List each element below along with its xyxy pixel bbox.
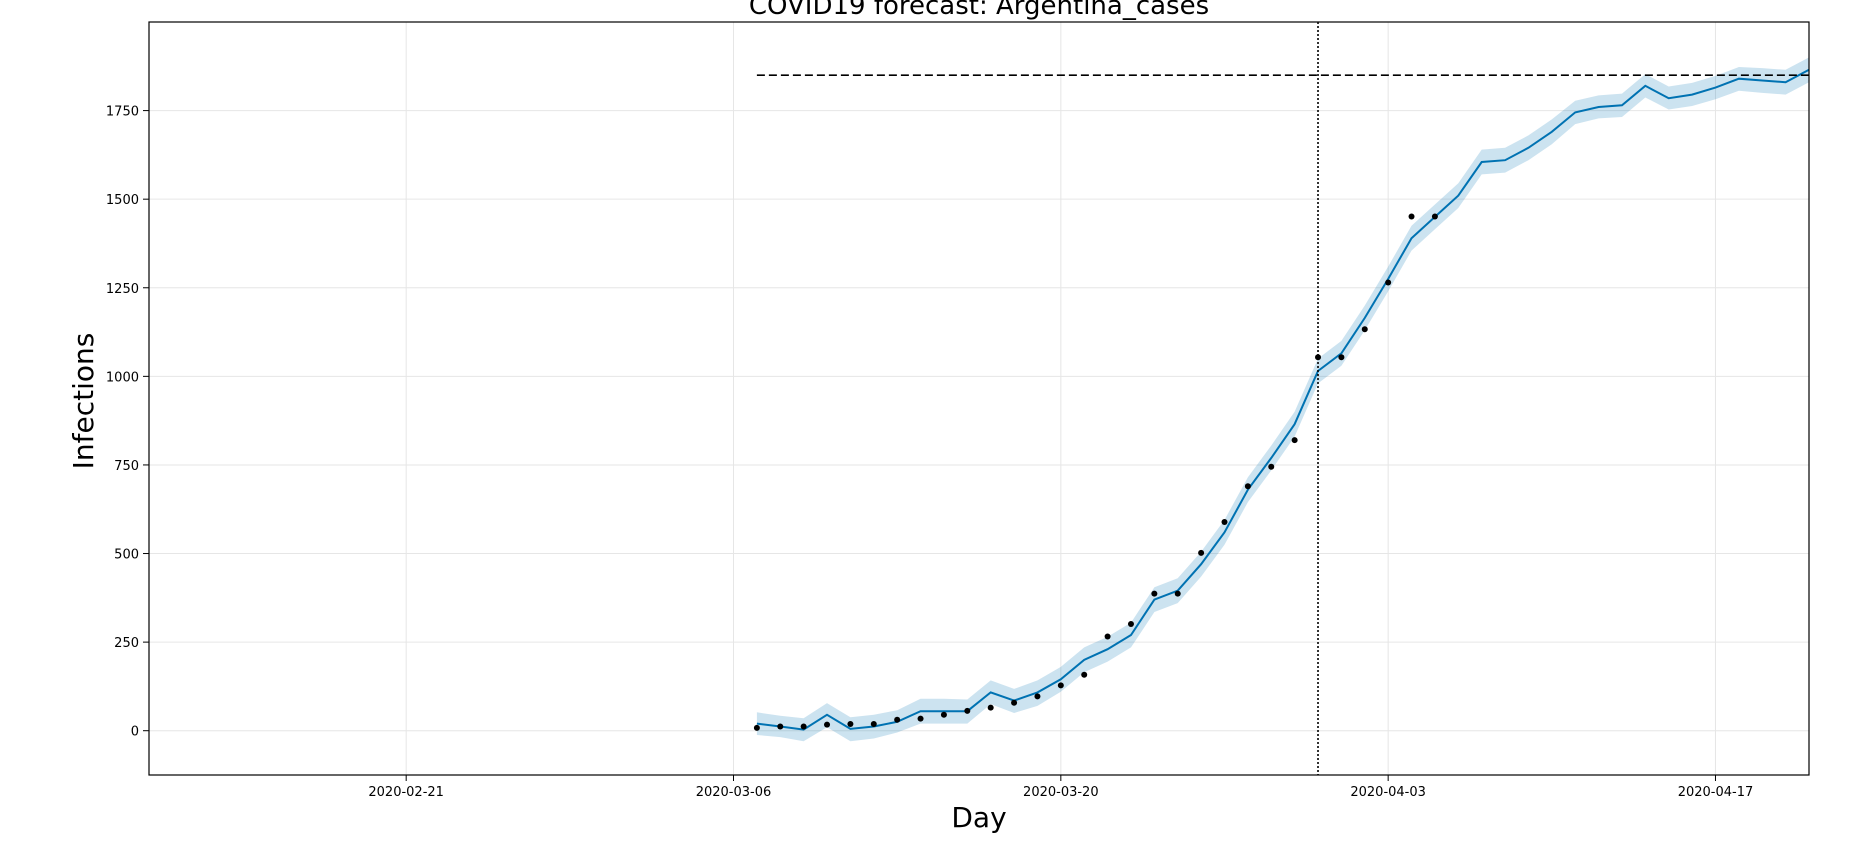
forecast-line [756,68,1809,731]
observed-point [1034,693,1041,700]
x-tick-label: 2020-03-20 [1023,785,1099,800]
x-tick-label: 2020-04-03 [1350,785,1426,800]
x-tick-label: 2020-04-17 [1678,785,1754,800]
x-tick-label: 2020-03-06 [696,785,772,800]
y-tick-label: 750 [114,459,139,474]
observed-point [1127,621,1134,628]
uncertainty-band [756,57,1809,742]
observed-point [940,711,947,718]
observed-point [847,720,854,727]
observed-point [1151,590,1158,597]
observed-point [1431,213,1438,220]
observed-point [753,724,760,731]
plot-frame [148,21,1810,776]
forecast-line-layer [756,68,1809,731]
y-tick-label: 1000 [106,370,139,385]
y-tick-label: 1500 [106,193,139,208]
y-tick-label: 500 [114,548,139,563]
y-axis-label: Infections [67,333,100,470]
observed-point [1104,633,1111,640]
grid-lines [149,22,1809,775]
observed-point [917,715,924,722]
y-tick-label: 0 [131,725,139,740]
observed-point [1291,437,1298,444]
observed-point [1338,354,1345,361]
observed-point [1081,671,1088,678]
x-axis-label: Day [951,801,1006,834]
observed-point [894,716,901,723]
observed-point [1385,279,1392,286]
y-tick-label: 1750 [106,105,139,120]
observed-point [1174,590,1181,597]
y-axis-ticks: 0 250 500 750 1000 1250 1500 1750 [106,105,149,740]
observed-point [870,720,877,727]
x-tick-label: 2020-02-21 [368,785,444,800]
observed-point [1268,463,1275,470]
observed-point [987,704,994,711]
observed-point [1221,518,1228,525]
observed-point [1057,682,1064,689]
observed-point [1315,354,1322,361]
observed-point [800,723,807,730]
observed-point [1198,549,1205,556]
reference-lines-layer [756,22,1809,775]
observed-point [1361,326,1368,333]
observed-points-layer [753,213,1438,731]
observed-point [964,707,971,714]
uncertainty-band-layer [756,57,1809,742]
y-tick-label: 250 [114,636,139,651]
observed-point [777,723,784,730]
observed-point [1408,213,1415,220]
x-axis-ticks: 2020-02-21 2020-03-06 2020-03-20 2020-04-03… [368,775,1753,800]
observed-point [1244,483,1251,490]
observed-point [1011,699,1018,706]
chart-title: COVID19 forecast: Argentina_cases [749,0,1209,21]
y-tick-label: 1250 [106,282,139,297]
observed-point [824,721,831,728]
